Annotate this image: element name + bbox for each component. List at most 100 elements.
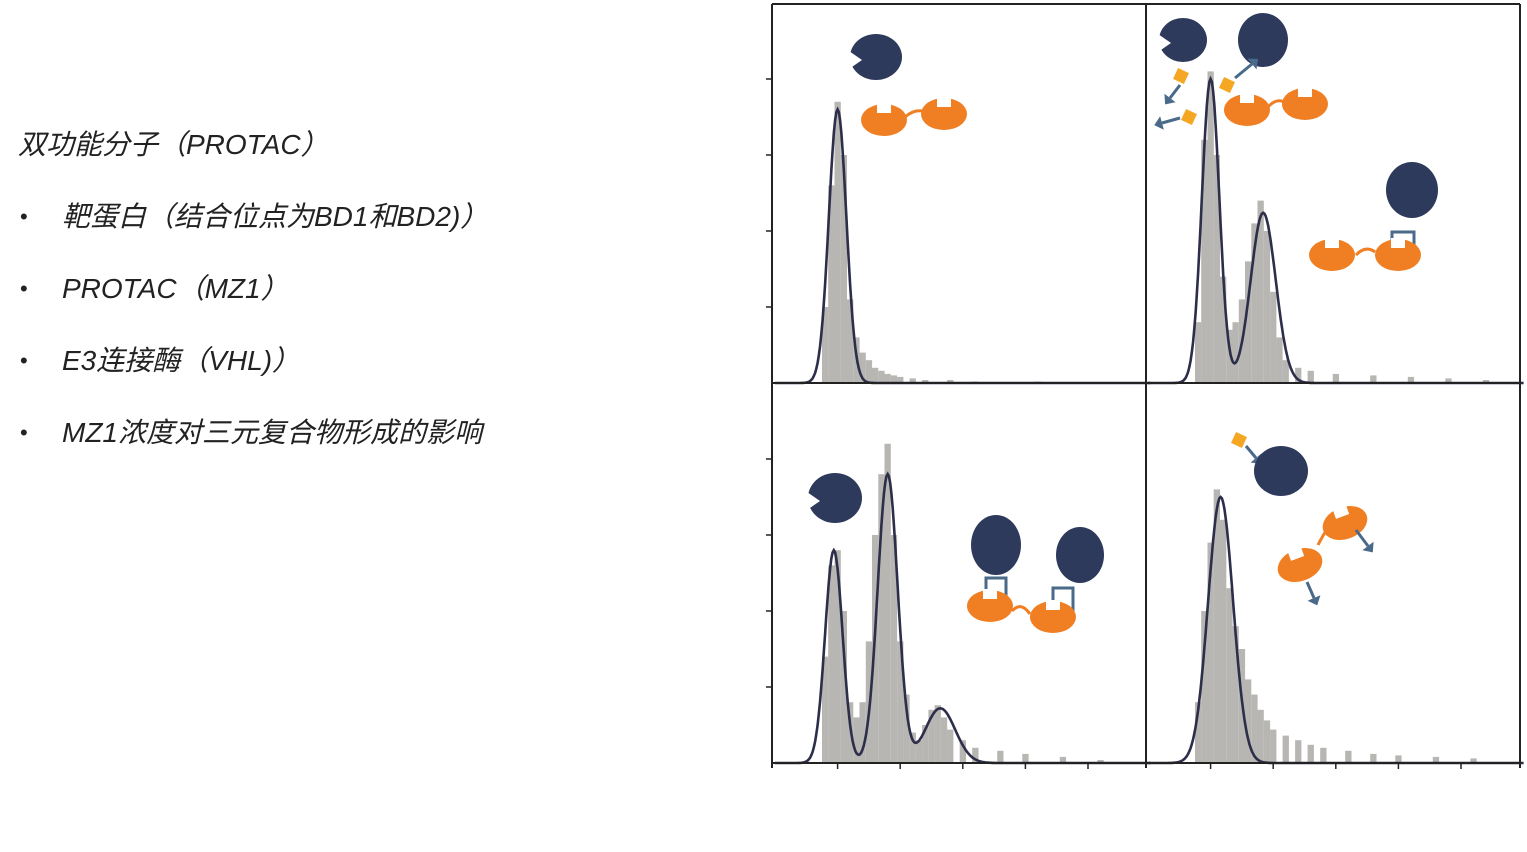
bullet-item-protac: • PROTAC（MZ1） bbox=[18, 269, 638, 309]
panel-2-histogram-bar bbox=[1257, 200, 1264, 383]
bd-body-icon bbox=[1277, 548, 1323, 582]
panel-4-histogram-bar bbox=[1307, 744, 1314, 763]
panel-2-histogram-bar bbox=[1251, 223, 1258, 383]
arrow-shaft-icon bbox=[1161, 116, 1181, 125]
bd-pocket-icon bbox=[1298, 87, 1312, 97]
panel-2-histogram-bar bbox=[1370, 375, 1377, 383]
panel-2-histogram-bar bbox=[1482, 380, 1490, 383]
ligand-icon bbox=[1173, 68, 1189, 84]
bd-body-icon bbox=[1224, 94, 1270, 126]
vhl-body-icon bbox=[971, 515, 1021, 575]
panel-3-histogram-bar bbox=[934, 705, 941, 763]
panel-1-histogram-bar bbox=[890, 375, 898, 383]
panel-2-histogram-bar bbox=[1263, 231, 1271, 383]
panel-2-histogram-bar bbox=[1270, 291, 1277, 383]
panel-1-histogram-bar bbox=[859, 352, 866, 383]
bd-domain-icon bbox=[1375, 238, 1421, 271]
panel-1-histogram-bar bbox=[878, 370, 885, 383]
panel-3-histogram-bar bbox=[972, 747, 979, 763]
panel-3-histogram-bar bbox=[822, 656, 829, 763]
panel-3-histogram-bar bbox=[878, 474, 885, 763]
vhl-body-icon bbox=[808, 473, 862, 523]
panel-3-histogram-bar bbox=[834, 550, 841, 763]
panel-4-histogram-bar bbox=[1195, 702, 1202, 763]
ligand-icon bbox=[1181, 109, 1197, 125]
panel-4-histogram-bar bbox=[1213, 489, 1220, 763]
panel-2-histogram-bar bbox=[1282, 360, 1289, 383]
panel-2-histogram-bar bbox=[1213, 155, 1220, 383]
vhl-body-icon bbox=[1254, 446, 1308, 496]
vhl-icon bbox=[1158, 18, 1207, 62]
vhl-icon bbox=[1386, 162, 1438, 218]
bd-body-icon bbox=[1030, 601, 1076, 633]
panel-2-histogram-bar bbox=[1245, 261, 1252, 383]
vhl-icon bbox=[971, 515, 1021, 575]
bd-domain-icon bbox=[1309, 238, 1355, 271]
panel-3-histogram-bar bbox=[922, 725, 929, 763]
panel-2-histogram-bar bbox=[1232, 322, 1239, 383]
bullet-item-e3-ligase: • E3连接酶（VHL)） bbox=[18, 341, 638, 381]
panel-1-histogram-bar bbox=[884, 373, 891, 383]
bd-pocket-icon bbox=[937, 97, 951, 107]
panel-3-histogram-bar bbox=[915, 740, 923, 763]
bd-body-icon bbox=[1309, 239, 1355, 271]
panel-2-histogram-bar bbox=[1307, 370, 1314, 383]
panel-1-histogram-bar bbox=[840, 155, 847, 383]
panel-2-histogram-bar bbox=[1445, 378, 1452, 383]
bd-body-icon bbox=[921, 98, 967, 130]
panel-1-histogram-bar bbox=[834, 101, 841, 384]
panel-3-histogram-bar bbox=[840, 611, 847, 763]
arrow-head-icon bbox=[1307, 595, 1321, 606]
bd-body-icon bbox=[861, 104, 907, 136]
vhl-mouth-icon bbox=[1158, 34, 1171, 52]
panel-1-histogram-bar bbox=[828, 185, 835, 383]
panel-3-histogram-bar bbox=[947, 729, 954, 763]
panel-4-histogram-bar bbox=[1257, 709, 1264, 763]
panel-1-histogram-bar bbox=[872, 367, 879, 383]
panel-3-histogram-bar bbox=[903, 694, 910, 763]
linker-icon bbox=[1010, 605, 1032, 615]
arrow-head-icon bbox=[1247, 58, 1259, 70]
panel-4-histogram-bar bbox=[1432, 756, 1440, 763]
bd-domain-icon bbox=[1282, 87, 1328, 120]
bullet-dot-icon: • bbox=[20, 420, 28, 445]
vhl-body-icon bbox=[1159, 18, 1207, 62]
panel-1-histogram-bar bbox=[922, 380, 929, 383]
arrow-head-icon bbox=[1164, 93, 1176, 105]
panel-1-histogram-bar bbox=[865, 360, 873, 383]
panel-3-histogram-bar bbox=[890, 535, 898, 763]
panel-3-histogram-bar bbox=[940, 717, 948, 763]
vhl-body-icon bbox=[850, 34, 902, 80]
bd-pocket-icon bbox=[1046, 600, 1060, 610]
bullet-list: • 靶蛋白（结合位点为BD1和BD2)） • PROTAC（MZ1） • E3连接酶（… bbox=[18, 197, 638, 453]
bullet-text: MZ1浓度对三元复合物形成的影响 bbox=[62, 417, 483, 448]
panel-3-histogram-bar bbox=[959, 740, 966, 763]
arrow-head-icon bbox=[1154, 116, 1164, 130]
panel-4-histogram-bar bbox=[1395, 755, 1402, 763]
panel-2-histogram-bar bbox=[1207, 71, 1214, 384]
panel-3-histogram-bar bbox=[897, 641, 904, 763]
panel-4-histogram-bar bbox=[1251, 694, 1258, 763]
panel-frames bbox=[766, 3, 1521, 769]
bullet-dot-icon: • bbox=[20, 348, 28, 373]
bullet-text: PROTAC（MZ1） bbox=[62, 273, 289, 304]
linker-icon bbox=[1354, 247, 1376, 257]
bullet-dot-icon: • bbox=[20, 204, 28, 229]
panel-3-histogram-bar bbox=[1097, 760, 1104, 763]
bd-domain-icon bbox=[921, 97, 967, 130]
vhl-mouth-icon bbox=[807, 492, 820, 510]
vhl-body-icon bbox=[1386, 162, 1438, 218]
panel-3-histogram-bar bbox=[884, 443, 891, 763]
arrow-shaft-icon bbox=[1354, 529, 1370, 547]
panel-4-histogram-bar bbox=[1295, 740, 1302, 763]
protac-title: 双功能分子（PROTAC） bbox=[18, 129, 329, 160]
bd-pocket-icon bbox=[1287, 546, 1305, 561]
bullet-item-target-protein: • 靶蛋白（结合位点为BD1和BD2)） bbox=[18, 197, 638, 237]
panel-1-histogram-bar bbox=[822, 307, 829, 383]
bd-pocket-icon bbox=[1325, 238, 1339, 248]
panel-4-histogram-bar bbox=[1245, 679, 1252, 763]
arrow-shaft-icon bbox=[1234, 62, 1253, 80]
histogram-layer bbox=[822, 71, 1490, 763]
panel-2-histogram-bar bbox=[1220, 276, 1227, 383]
